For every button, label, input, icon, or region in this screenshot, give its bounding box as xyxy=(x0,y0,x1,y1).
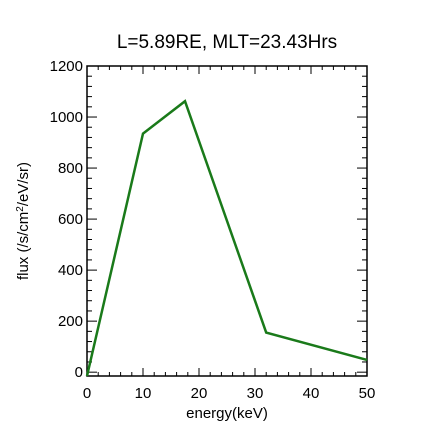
y-tick-labels: 0 200 400 600 800 1000 1200 xyxy=(50,58,83,381)
y-axis-label-prefix: flux (/s/cm xyxy=(15,212,32,280)
y-axis-label-superscript: 2 xyxy=(15,206,26,212)
y-tick-label: 1000 xyxy=(50,109,83,126)
x-tick-label: 20 xyxy=(191,385,208,402)
x-tick-labels: 0 10 20 30 40 50 xyxy=(83,385,376,402)
y-tick-label: 1200 xyxy=(50,58,83,75)
x-axis-label: energy(keV) xyxy=(186,405,268,422)
series-lines xyxy=(85,99,368,377)
y-axis-label: flux (/s/cm2/eV/sr) xyxy=(15,162,32,280)
y-tick-label: 400 xyxy=(58,262,83,279)
y-tick-label: 600 xyxy=(58,211,83,228)
y-tick-label: 200 xyxy=(58,313,83,330)
y-tick-label: 0 xyxy=(75,364,83,381)
plot-frame xyxy=(86,65,368,377)
plot-frame-rect xyxy=(86,65,368,377)
y-axis-label-suffix: /eV/sr) xyxy=(15,162,32,206)
x-tick-label: 50 xyxy=(359,385,376,402)
chart-title: L=5.89RE, MLT=23.43Hrs xyxy=(117,32,337,53)
y-tick-label: 800 xyxy=(58,160,83,177)
x-tick-label: 10 xyxy=(135,385,152,402)
x-tick-label: 0 xyxy=(83,385,91,402)
x-tick-label: 40 xyxy=(303,385,320,402)
series-line xyxy=(85,99,368,377)
x-tick-label: 30 xyxy=(247,385,264,402)
axis-ticks xyxy=(86,65,368,376)
